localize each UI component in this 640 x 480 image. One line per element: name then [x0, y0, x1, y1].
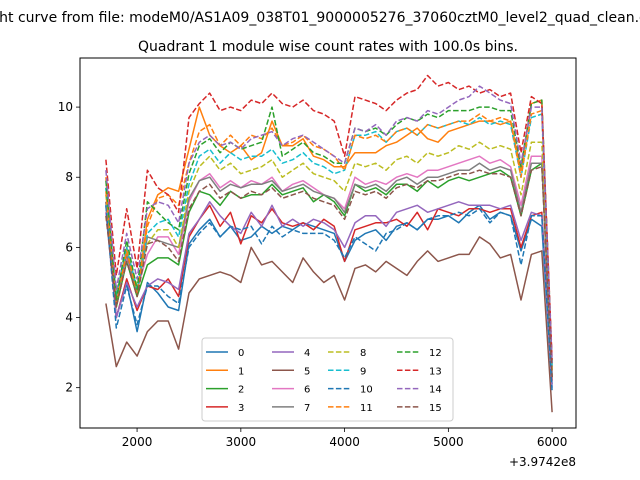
- series-line-11: [105, 109, 553, 367]
- legend-label-15: 15: [429, 403, 442, 414]
- series-line-2: [105, 162, 553, 378]
- legend-label-7: 7: [304, 403, 310, 414]
- y-axis: 2 4 6 8 10: [58, 100, 80, 395]
- x-tick-label: 3000: [226, 435, 257, 449]
- series-layer: [105, 74, 553, 413]
- legend-label-1: 1: [238, 366, 244, 377]
- legend-label-9: 9: [360, 366, 366, 377]
- legend-label-14: 14: [429, 385, 442, 396]
- series-line-10: [105, 205, 553, 392]
- series-line-12: [105, 99, 553, 364]
- y-tick-label: 6: [65, 240, 73, 254]
- x-offset-label: +3.9742e8: [509, 455, 576, 469]
- series-line-5: [105, 236, 553, 413]
- x-tick-label: 2000: [122, 435, 153, 449]
- series-line-0: [105, 204, 553, 385]
- y-tick-label: 8: [65, 170, 73, 184]
- legend-label-2: 2: [238, 385, 244, 396]
- axes-frame: [79, 57, 577, 429]
- x-axis: 2000 3000 4000 5000 6000: [122, 428, 568, 449]
- series-line-4: [105, 201, 553, 388]
- legend-label-4: 4: [304, 348, 310, 359]
- series-line-14: [105, 85, 553, 364]
- legend-label-6: 6: [304, 385, 310, 396]
- series-line-3: [105, 201, 553, 381]
- series-line-15: [105, 165, 553, 378]
- series-line-13: [105, 74, 553, 360]
- legend-label-10: 10: [360, 385, 373, 396]
- figure-suptitle: Light curve from file: modeM0/AS1A09_038…: [0, 10, 640, 26]
- legend-label-8: 8: [360, 348, 366, 359]
- legend-frame: [201, 337, 454, 422]
- chart-title: Quadrant 1 module wise count rates with …: [138, 39, 518, 55]
- x-tick-label: 5000: [433, 435, 464, 449]
- plot-area: 2000 3000 4000 5000 6000 2 4 6 8 10 +3.9742e8 0 1…: [58, 57, 577, 469]
- series-line-8: [105, 141, 553, 371]
- legend-label-5: 5: [304, 366, 310, 377]
- legend-label-3: 3: [238, 403, 244, 414]
- legend-label-13: 13: [429, 366, 442, 377]
- x-tick-label: 6000: [537, 435, 568, 449]
- legend-label-11: 11: [360, 403, 373, 414]
- series-line-9: [105, 113, 553, 367]
- y-tick-label: 4: [65, 311, 73, 325]
- legend-label-12: 12: [429, 348, 442, 359]
- series-line-1: [105, 99, 553, 371]
- legend-label-0: 0: [238, 348, 244, 359]
- y-tick-label: 10: [58, 100, 73, 114]
- y-tick-label: 2: [65, 381, 73, 395]
- x-tick-label: 4000: [329, 435, 360, 449]
